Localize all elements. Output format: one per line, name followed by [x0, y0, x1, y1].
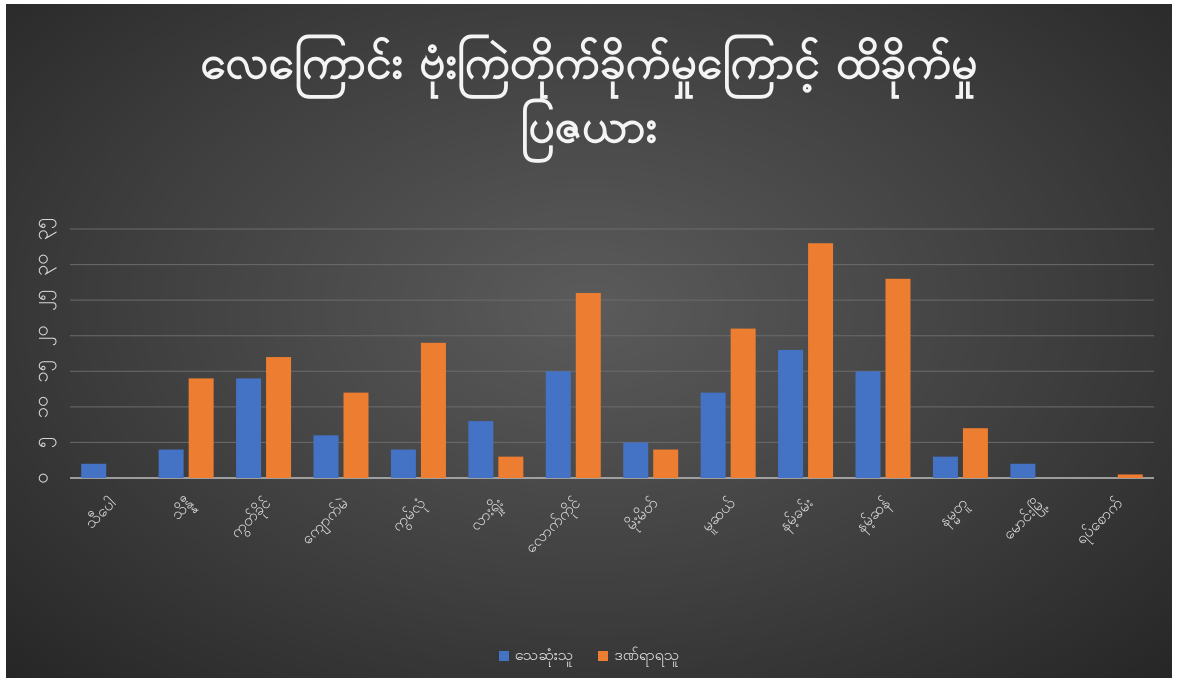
bar-series-2 [266, 357, 292, 478]
x-tick-label: ရပ်စောက် [1072, 493, 1129, 550]
legend-item-series-2: ဒဏ်ရာရသူ [598, 644, 679, 668]
bar-series-1 [932, 456, 958, 478]
bar-series-1 [313, 435, 339, 478]
bar-series-1 [545, 371, 571, 478]
legend-item-series-1: သေဆုံးသူ [498, 644, 574, 668]
bar-series-1 [81, 463, 107, 478]
x-tick-label: နမ့်ဆန် [851, 493, 896, 538]
chart-legend: သေဆုံးသူ ဒဏ်ရာရသူ [6, 644, 1172, 668]
bar-series-1 [390, 449, 416, 478]
x-tick-label: ကျောက်မဲ [297, 493, 354, 550]
bar-series-1 [468, 421, 494, 478]
bar-series-2 [808, 243, 834, 478]
chart-title-line2: ပြဇယား [520, 99, 658, 153]
bar-series-2 [885, 278, 911, 478]
bar-series-2 [653, 449, 679, 478]
bar-series-2 [575, 293, 601, 478]
bar-series-1 [1010, 463, 1036, 478]
x-tick-label: သိန္နီ [167, 493, 201, 527]
legend-swatch-series-2 [598, 651, 609, 661]
bar-series-2 [343, 392, 369, 478]
legend-swatch-series-1 [498, 651, 509, 661]
bar-series-1 [158, 449, 184, 478]
x-tick-label: ကွမ်လုံ [388, 493, 432, 537]
x-tick-label: ကွတ်ခိုင် [226, 493, 276, 543]
y-tick-label: ၅ [29, 437, 57, 448]
bar-series-2 [420, 342, 446, 478]
x-tick-label: သီပေါ [81, 493, 120, 532]
chart-plot: ၀ ၅ ၁၀ ၁၅ ၂၀ ၂၅ ၃၀ ၃၅သီပေါ သိန္နီ ကွတ်ခိုင် ကျောက်… [29, 218, 1154, 559]
y-tick-label: ၂၀ [29, 325, 57, 346]
x-tick-label: မူဆယ် [697, 493, 741, 537]
chart-frame: လေကြောင်း ဗုံးကြဲတိုက်ခိုက်မှုကြောင့် ထိ… [6, 4, 1172, 678]
y-tick-label: ၁၅ [29, 360, 57, 383]
chart-title-line1: လေကြောင်း ဗုံးကြဲတိုက်ခိုက်မှုကြောင့် ထိ… [200, 35, 978, 89]
bar-series-2 [188, 378, 214, 478]
bar-series-1 [778, 349, 804, 478]
y-tick-label: ၀ [29, 472, 53, 483]
bar-series-2 [1117, 474, 1143, 478]
bar-series-1 [700, 392, 726, 478]
bar-series-1 [236, 378, 262, 478]
legend-label-series-1: သေဆုံးသူ [514, 645, 574, 664]
y-tick-label: ၁၀ [29, 396, 53, 419]
x-tick-label: လားရှိုး [466, 493, 509, 536]
bar-series-2 [962, 428, 988, 478]
y-tick-label: ၃၀ [29, 253, 57, 276]
legend-label-series-2: ဒဏ်ရာရသူ [614, 645, 680, 664]
bar-series-2 [498, 456, 524, 478]
x-tick-label: လောက်ကိုင် [521, 493, 587, 559]
x-tick-label: နမ့်ခမ်း [775, 493, 819, 537]
chart-title: လေကြောင်း ဗုံးကြဲတိုက်ခိုက်မှုကြောင့် ထိ… [6, 30, 1172, 158]
x-tick-label: မိုးမိတ် [621, 493, 664, 536]
x-tick-label: မောင်းမြို့ [999, 493, 1051, 545]
bar-series-1 [855, 371, 881, 478]
bar-series-2 [730, 328, 756, 478]
y-tick-label: ၂၅ [29, 290, 57, 311]
y-tick-label: ၃၅ [29, 218, 57, 241]
x-tick-label: နမ္မတူ [934, 493, 973, 532]
bar-series-1 [623, 442, 649, 478]
